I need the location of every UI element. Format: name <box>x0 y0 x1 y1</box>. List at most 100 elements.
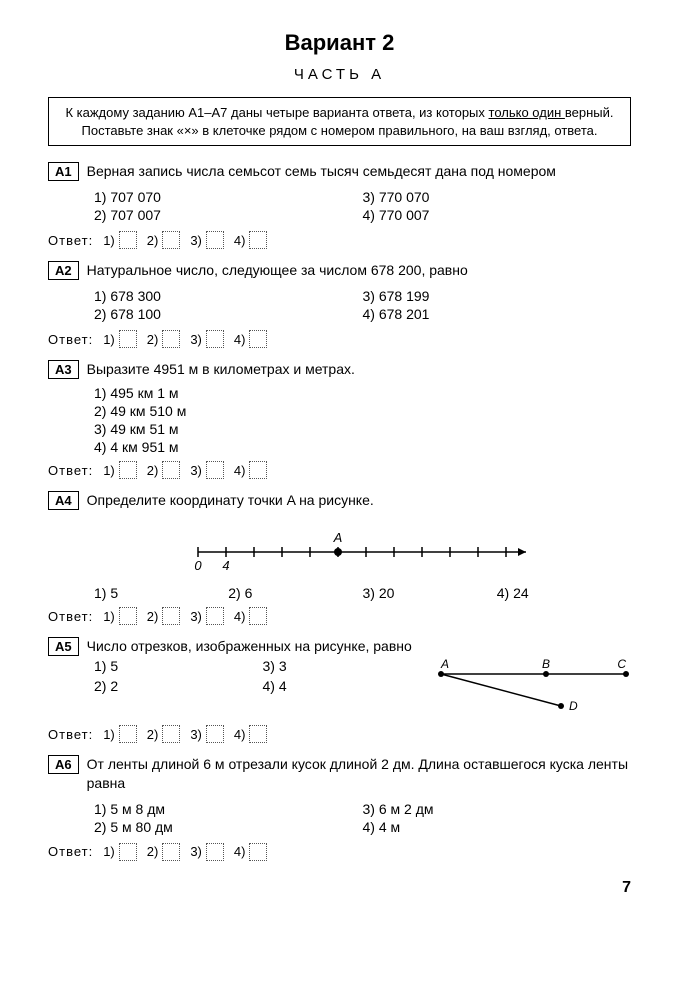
instruction-text-1b: верный. <box>565 105 614 120</box>
q-label-a3: А3 <box>48 360 79 379</box>
ans-2-label: 2) <box>147 609 159 624</box>
ans-box-3[interactable] <box>206 725 224 743</box>
question-a6: А6 От ленты длиной 6 м отрезали кусок дл… <box>48 755 631 861</box>
instruction-text-1: К каждому заданию А1–А7 даны четыре вари… <box>65 105 488 120</box>
ans-1-label: 1) <box>103 332 115 347</box>
ans-box-4[interactable] <box>249 461 267 479</box>
q-text-a2: Натуральное число, следующее за числом 6… <box>87 261 631 280</box>
ans-box-2[interactable] <box>162 843 180 861</box>
ans-box-1[interactable] <box>119 843 137 861</box>
ans-box-4[interactable] <box>249 607 267 625</box>
a5-opt1: 1) 5 <box>94 658 263 674</box>
a3-opt3: 3) 49 км 51 м <box>94 421 631 437</box>
ans-box-1[interactable] <box>119 231 137 249</box>
a2-opt4: 4) 678 201 <box>363 306 632 322</box>
ans-box-3[interactable] <box>206 607 224 625</box>
q-text-a5: Число отрезков, изображенных на рисунке,… <box>87 637 631 656</box>
ans-2-label: 2) <box>147 463 159 478</box>
svg-text:A: A <box>440 657 449 671</box>
svg-text:D: D <box>569 699 578 713</box>
ans-box-3[interactable] <box>206 843 224 861</box>
ans-4-label: 4) <box>234 609 246 624</box>
number-line-figure: 04A <box>188 524 568 574</box>
a3-opt2: 2) 49 км 510 м <box>94 403 631 419</box>
ans-4-label: 4) <box>234 844 246 859</box>
a6-opt3: 3) 6 м 2 дм <box>363 801 632 817</box>
ans-box-3[interactable] <box>206 330 224 348</box>
a4-opt2: 2) 6 <box>228 585 362 601</box>
a1-opt3: 3) 770 070 <box>363 189 632 205</box>
ans-3-label: 3) <box>190 463 202 478</box>
ans-box-4[interactable] <box>249 231 267 249</box>
q-text-a3: Выразите 4951 м в километрах и метрах. <box>87 360 631 379</box>
a1-opt4: 4) 770 007 <box>363 207 632 223</box>
ans-box-2[interactable] <box>162 330 180 348</box>
ans-box-1[interactable] <box>119 725 137 743</box>
ans-box-3[interactable] <box>206 461 224 479</box>
ans-box-3[interactable] <box>206 231 224 249</box>
ans-1-label: 1) <box>103 463 115 478</box>
instruction-box: К каждому заданию А1–А7 даны четыре вари… <box>48 97 631 146</box>
a3-opt4: 4) 4 км 951 м <box>94 439 631 455</box>
ans-4-label: 4) <box>234 233 246 248</box>
ans-1-label: 1) <box>103 844 115 859</box>
a5-opt3: 3) 3 <box>263 658 432 674</box>
a6-opt2: 2) 5 м 80 дм <box>94 819 363 835</box>
q-label-a5: А5 <box>48 637 79 656</box>
ans-3-label: 3) <box>190 233 202 248</box>
ans-box-4[interactable] <box>249 843 267 861</box>
a4-opt1: 1) 5 <box>94 585 228 601</box>
question-a1: А1 Верная запись числа семьсот семь тыся… <box>48 162 631 249</box>
ans-box-2[interactable] <box>162 725 180 743</box>
question-a5: А5 Число отрезков, изображенных на рисун… <box>48 637 631 743</box>
q-label-a6: А6 <box>48 755 79 774</box>
a6-opt1: 1) 5 м 8 дм <box>94 801 363 817</box>
ans-box-4[interactable] <box>249 330 267 348</box>
instruction-underline: только один <box>489 105 565 120</box>
question-a3: А3 Выразите 4951 м в километрах и метрах… <box>48 360 631 479</box>
a5-opt4: 4) 4 <box>263 678 432 694</box>
answer-label: Ответ: <box>48 727 93 742</box>
answer-label: Ответ: <box>48 844 93 859</box>
ans-box-1[interactable] <box>119 461 137 479</box>
ans-4-label: 4) <box>234 463 246 478</box>
ans-3-label: 3) <box>190 609 202 624</box>
ans-box-2[interactable] <box>162 461 180 479</box>
question-a4: А4 Определите координату точки A на рису… <box>48 491 631 625</box>
q-label-a1: А1 <box>48 162 79 181</box>
page-number: 7 <box>48 879 631 897</box>
a1-opt1: 1) 707 070 <box>94 189 363 205</box>
q-text-a4: Определите координату точки A на рисунке… <box>87 491 631 510</box>
ans-box-1[interactable] <box>119 607 137 625</box>
answer-label: Ответ: <box>48 233 93 248</box>
q-label-a2: А2 <box>48 261 79 280</box>
a2-opt3: 3) 678 199 <box>363 288 632 304</box>
a6-opt4: 4) 4 м <box>363 819 632 835</box>
ans-box-2[interactable] <box>162 607 180 625</box>
segments-figure: ABCD <box>431 656 631 716</box>
ans-box-4[interactable] <box>249 725 267 743</box>
svg-text:0: 0 <box>194 558 202 573</box>
svg-text:A: A <box>333 530 343 545</box>
part-title: ЧАСТЬ А <box>48 66 631 83</box>
ans-3-label: 3) <box>190 727 202 742</box>
q-text-a6: От ленты длиной 6 м отрезали кусок длино… <box>87 755 631 793</box>
q-label-a4: А4 <box>48 491 79 510</box>
ans-2-label: 2) <box>147 844 159 859</box>
ans-box-1[interactable] <box>119 330 137 348</box>
svg-text:C: C <box>617 657 626 671</box>
ans-3-label: 3) <box>190 332 202 347</box>
a4-opt4: 4) 24 <box>497 585 631 601</box>
answer-label: Ответ: <box>48 463 93 478</box>
ans-4-label: 4) <box>234 332 246 347</box>
q-text-a1: Верная запись числа семьсот семь тысяч с… <box>87 162 631 181</box>
ans-box-2[interactable] <box>162 231 180 249</box>
instruction-text-2: Поставьте знак «×» в клеточке рядом с но… <box>82 123 598 138</box>
ans-1-label: 1) <box>103 609 115 624</box>
ans-2-label: 2) <box>147 727 159 742</box>
ans-2-label: 2) <box>147 332 159 347</box>
answer-label: Ответ: <box>48 332 93 347</box>
a3-opt1: 1) 495 км 1 м <box>94 385 631 401</box>
a5-opt2: 2) 2 <box>94 678 263 694</box>
ans-3-label: 3) <box>190 844 202 859</box>
